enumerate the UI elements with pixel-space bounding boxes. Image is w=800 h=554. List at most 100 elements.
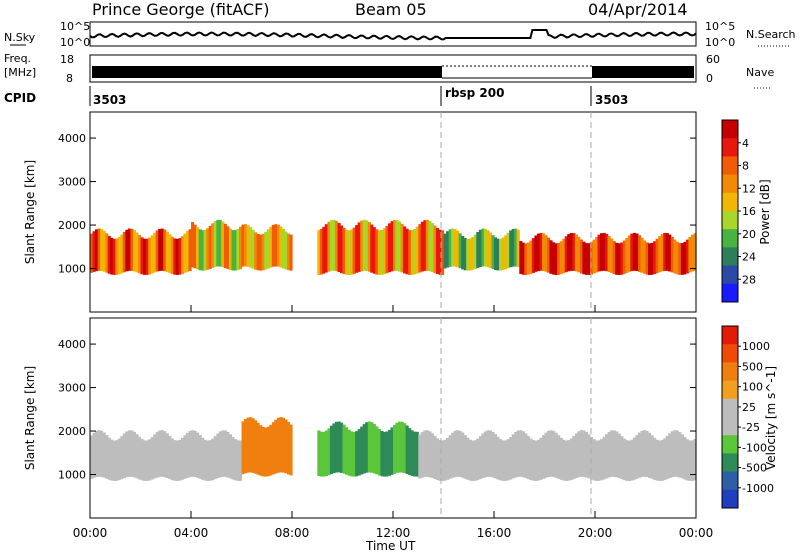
echo-cell [269,424,273,476]
x-axis-ticks: 00:00 04:00 08:00 12:00 16:00 20:00 00:00 [73,305,714,540]
echo-cell [362,219,366,271]
echo-cell [367,421,371,473]
echo-cell [579,239,583,274]
x-tick-label: 00:00 [679,526,714,540]
power-panel: 1000 2000 3000 4000 Slant Range [km] 4 8 12 16… [23,111,772,313]
echo-cell [357,429,361,476]
echo-cell [395,220,399,271]
echo-cell [519,241,523,274]
colorbar-tick-label: -1000 [742,482,774,495]
echo-cell [97,430,101,477]
echo-cell [216,219,220,267]
echo-cell [281,229,285,269]
echo-cell [433,435,437,480]
colorbar-tick-label: -25 [742,421,760,434]
echo-cell [514,432,518,478]
echo-cell [403,423,407,474]
echo-cell [246,417,250,473]
echo-cell [587,434,591,479]
echo-cell [524,243,528,275]
echo-cell [203,439,207,481]
echo-cell [612,241,616,275]
echo-cell [385,225,389,274]
echo-cell [148,439,152,481]
echo-cell [665,435,669,480]
echo-cell [132,431,136,478]
y-tick-label: 2000 [58,425,86,438]
echo-cell [430,223,434,273]
echo-cell [680,434,684,479]
echo-cell [504,235,508,270]
echo-cell [138,436,142,480]
echo-cell [584,432,588,478]
echo-cell [208,225,212,269]
echo-cell [211,223,215,268]
echo-cell [165,433,169,478]
echo-cell [120,436,124,480]
echo-cell [385,431,389,477]
echo-cell [213,221,217,267]
colorbar-tick-label: 25 [742,401,756,414]
echo-cell [239,226,243,270]
echo-cell [473,440,477,481]
echo-cell [627,440,631,481]
freq-bar-2 [592,66,694,78]
echo-cell [615,431,619,478]
echo-cell [658,236,662,273]
colorbar-tick-label: 100 [742,381,763,394]
freq-right-top: 60 [706,53,720,66]
cpid-segment-3: 3503 [595,93,628,107]
power-colorbar-label: Power [dB] [758,179,772,244]
echo-cell [441,440,445,481]
echo-cell [519,430,523,477]
echo-cell [198,229,202,271]
nsearch-label: N.Search [746,28,796,41]
echo-cell [458,430,462,477]
echo-cell [630,439,634,481]
echo-cell [155,432,159,478]
echo-cell [635,233,639,271]
echo-cell [486,430,490,477]
echo-cell [693,439,697,481]
echo-cell [322,431,326,477]
echo-cell [360,220,364,272]
colorbar-segment [722,138,738,157]
echo-cell [572,233,576,271]
nsky-label: N.Sky [4,31,36,44]
colorbar-segment [722,435,738,454]
echo-cell [400,421,404,473]
echo-cell [398,421,402,473]
echo-cell [691,234,695,272]
echo-cell [610,430,614,477]
y-tick-label: 1000 [58,469,86,482]
velocity-echoes [90,417,697,481]
echo-cell [547,237,551,273]
echo-cell [317,230,321,275]
echo-cell [138,235,142,274]
echo-cell [398,221,402,272]
velocity-colorbar: 1000 500 100 25 -25 -100 -500 -1000 [721,325,774,509]
echo-cell [413,431,417,477]
echo-cell [514,228,518,267]
echo-cell [425,430,429,477]
echo-cell [425,219,429,271]
echo-cell [382,431,386,477]
echo-cell [620,242,624,275]
freq-bar-1 [92,66,442,78]
echo-cell [473,234,477,269]
colorbar-segment [722,398,738,418]
echo-cell [605,233,609,272]
echo-cell [559,437,563,480]
echo-cell [478,229,482,267]
echo-cell [130,228,134,271]
echo-cell [226,431,230,478]
colorbar-segment [722,417,738,436]
echo-cell [377,230,381,275]
echo-cell [607,431,611,478]
echo-cell [685,239,689,274]
echo-cell [443,233,447,269]
echo-cell [531,238,535,273]
echo-cell [584,243,588,275]
echo-cell [569,438,573,481]
echo-cell [486,230,490,268]
